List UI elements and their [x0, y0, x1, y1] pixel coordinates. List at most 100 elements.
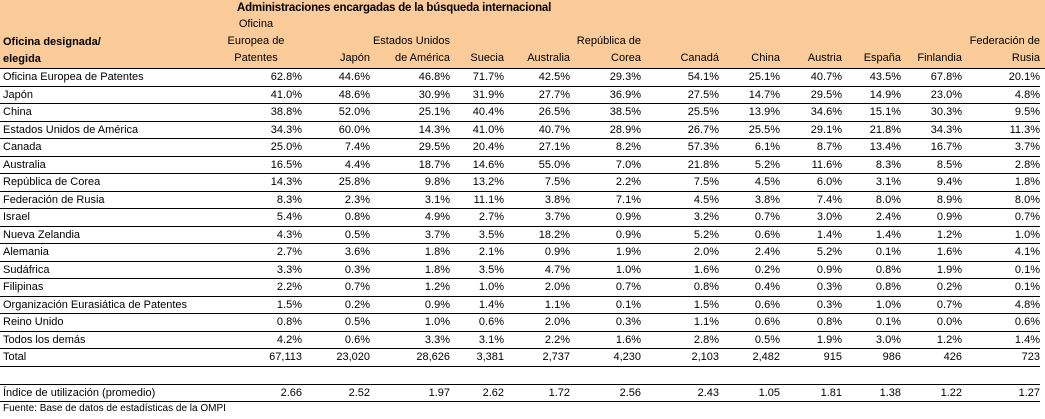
column-header: Australia: [504, 50, 570, 67]
table-cell: 0.3%: [570, 314, 641, 332]
spacer-cell: [0, 366, 1040, 384]
table-cell: 41.0%: [450, 121, 504, 139]
table-cell: 34.6%: [780, 104, 842, 122]
source-note: Fuente: Base de datos de estadísticas de…: [3, 403, 226, 414]
table-cell: 0.4%: [719, 279, 780, 297]
table-cell: 2.4%: [842, 209, 901, 227]
table-row: Federación de Rusia8.3%2.3%3.1%11.1%3.8%…: [0, 191, 1040, 209]
table-cell: 2.0%: [504, 314, 570, 332]
table-cell: 1.1%: [504, 296, 570, 314]
table-cell: 2.8%: [641, 331, 719, 349]
table-cell: 0.7%: [719, 209, 780, 227]
table-cell: 0.8%: [780, 314, 842, 332]
table-cell: 0.3%: [780, 296, 842, 314]
table-cell: 20.1%: [962, 69, 1040, 86]
table-cell: 1.0%: [570, 261, 641, 279]
table-cell: 3.3%: [370, 331, 450, 349]
table-cell: 4.5%: [641, 191, 719, 209]
table-cell: 20.4%: [450, 139, 504, 157]
table-cell: 16.5%: [210, 156, 302, 174]
table-cell: 25.0%: [210, 139, 302, 157]
table-cell: 18.2%: [504, 226, 570, 244]
table-cell: 2.4%: [719, 244, 780, 262]
total-row: Total67,11323,02028,6263,3812,7374,2302,…: [0, 349, 1040, 367]
column-header: Federación de Rusia: [962, 33, 1040, 67]
row-label: Organización Eurasiática de Patentes: [0, 296, 210, 314]
table-cell: 13.2%: [450, 174, 504, 192]
table-cell: 723: [962, 349, 1040, 367]
table-cell: 0.1%: [962, 261, 1040, 279]
row-label: República de Corea: [0, 174, 210, 192]
table-cell: 1.27: [962, 384, 1040, 402]
table-cell: 0.8%: [842, 279, 901, 297]
table-cell: 36.9%: [570, 86, 641, 104]
row-label: Estados Unidos de América: [0, 121, 210, 139]
table-cell: 26.7%: [641, 121, 719, 139]
column-header: Estados Unidos de América: [370, 33, 450, 67]
table-cell: 2.43: [641, 384, 719, 402]
table-cell: 3.7%: [370, 226, 450, 244]
table-cell: 0.5%: [302, 314, 370, 332]
table-cell: 15.1%: [842, 104, 901, 122]
table-cell: 1.6%: [570, 331, 641, 349]
table-cell: 1.0%: [962, 226, 1040, 244]
table-cell: 0.7%: [302, 279, 370, 297]
table-row: Israel5.4%0.8%4.9%2.7%3.7%0.9%3.2%0.7%3.…: [0, 209, 1040, 227]
table-cell: 3.0%: [842, 331, 901, 349]
column-header: Finlandia: [901, 50, 962, 67]
table-cell: 2.2%: [210, 279, 302, 297]
table-cell: 8.2%: [570, 139, 641, 157]
table-cell: 30.9%: [370, 86, 450, 104]
table-cell: 1.4%: [962, 331, 1040, 349]
table-cell: 0.1%: [842, 314, 901, 332]
row-label: Israel: [0, 209, 210, 227]
table-row: Filipinas2.2%0.7%1.2%1.0%2.0%0.7%0.8%0.4…: [0, 279, 1040, 297]
table-cell: 1.0%: [370, 314, 450, 332]
column-header: Canadá: [641, 50, 719, 67]
table-cell: 2,103: [641, 349, 719, 367]
table-cell: 1.2%: [370, 279, 450, 297]
table-cell: 62.8%: [210, 69, 302, 86]
table-row: Estados Unidos de América34.3%60.0%14.3%…: [0, 121, 1040, 139]
table-cell: 5.2%: [719, 156, 780, 174]
table-cell: 8.0%: [962, 191, 1040, 209]
table-cell: 1.4%: [780, 226, 842, 244]
table-cell: 44.6%: [302, 69, 370, 86]
table-cell: 38.5%: [570, 104, 641, 122]
table-cell: 29.3%: [570, 69, 641, 86]
table-cell: 0.1%: [570, 296, 641, 314]
table-cell: 23.0%: [901, 86, 962, 104]
data-table: Oficina Europea de Patentes62.8%44.6%46.…: [0, 69, 1040, 402]
table-cell: 1.0%: [842, 296, 901, 314]
table-cell: 5.2%: [780, 244, 842, 262]
table-cell: 0.9%: [570, 209, 641, 227]
table-cell: 4.3%: [210, 226, 302, 244]
table-cell: 38.8%: [210, 104, 302, 122]
table-cell: 0.6%: [719, 314, 780, 332]
table-cell: 6.1%: [719, 139, 780, 157]
table-cell: 0.2%: [719, 261, 780, 279]
spacer-row: [0, 366, 1040, 384]
table-cell: 2.0%: [641, 244, 719, 262]
table-cell: 3.7%: [962, 139, 1040, 157]
table-cell: 0.8%: [302, 209, 370, 227]
column-header: Suecia: [450, 50, 504, 67]
table-cell: 0.6%: [302, 331, 370, 349]
table-cell: 14.3%: [210, 174, 302, 192]
table-cell: 4.8%: [962, 296, 1040, 314]
table-cell: 27.7%: [504, 86, 570, 104]
table-cell: 28.9%: [570, 121, 641, 139]
table-cell: 41.0%: [210, 86, 302, 104]
table-cell: 4.2%: [210, 331, 302, 349]
table-cell: 11.6%: [780, 156, 842, 174]
table-cell: 3.1%: [370, 191, 450, 209]
table-cell: 0.7%: [570, 279, 641, 297]
table-cell: 0.5%: [719, 331, 780, 349]
table-cell: 8.9%: [901, 191, 962, 209]
table-cell: 25.1%: [370, 104, 450, 122]
table-cell: 34.3%: [210, 121, 302, 139]
table-cell: 4.4%: [302, 156, 370, 174]
table-cell: 13.9%: [719, 104, 780, 122]
table-cell: 30.3%: [901, 104, 962, 122]
table-cell: 8.7%: [780, 139, 842, 157]
